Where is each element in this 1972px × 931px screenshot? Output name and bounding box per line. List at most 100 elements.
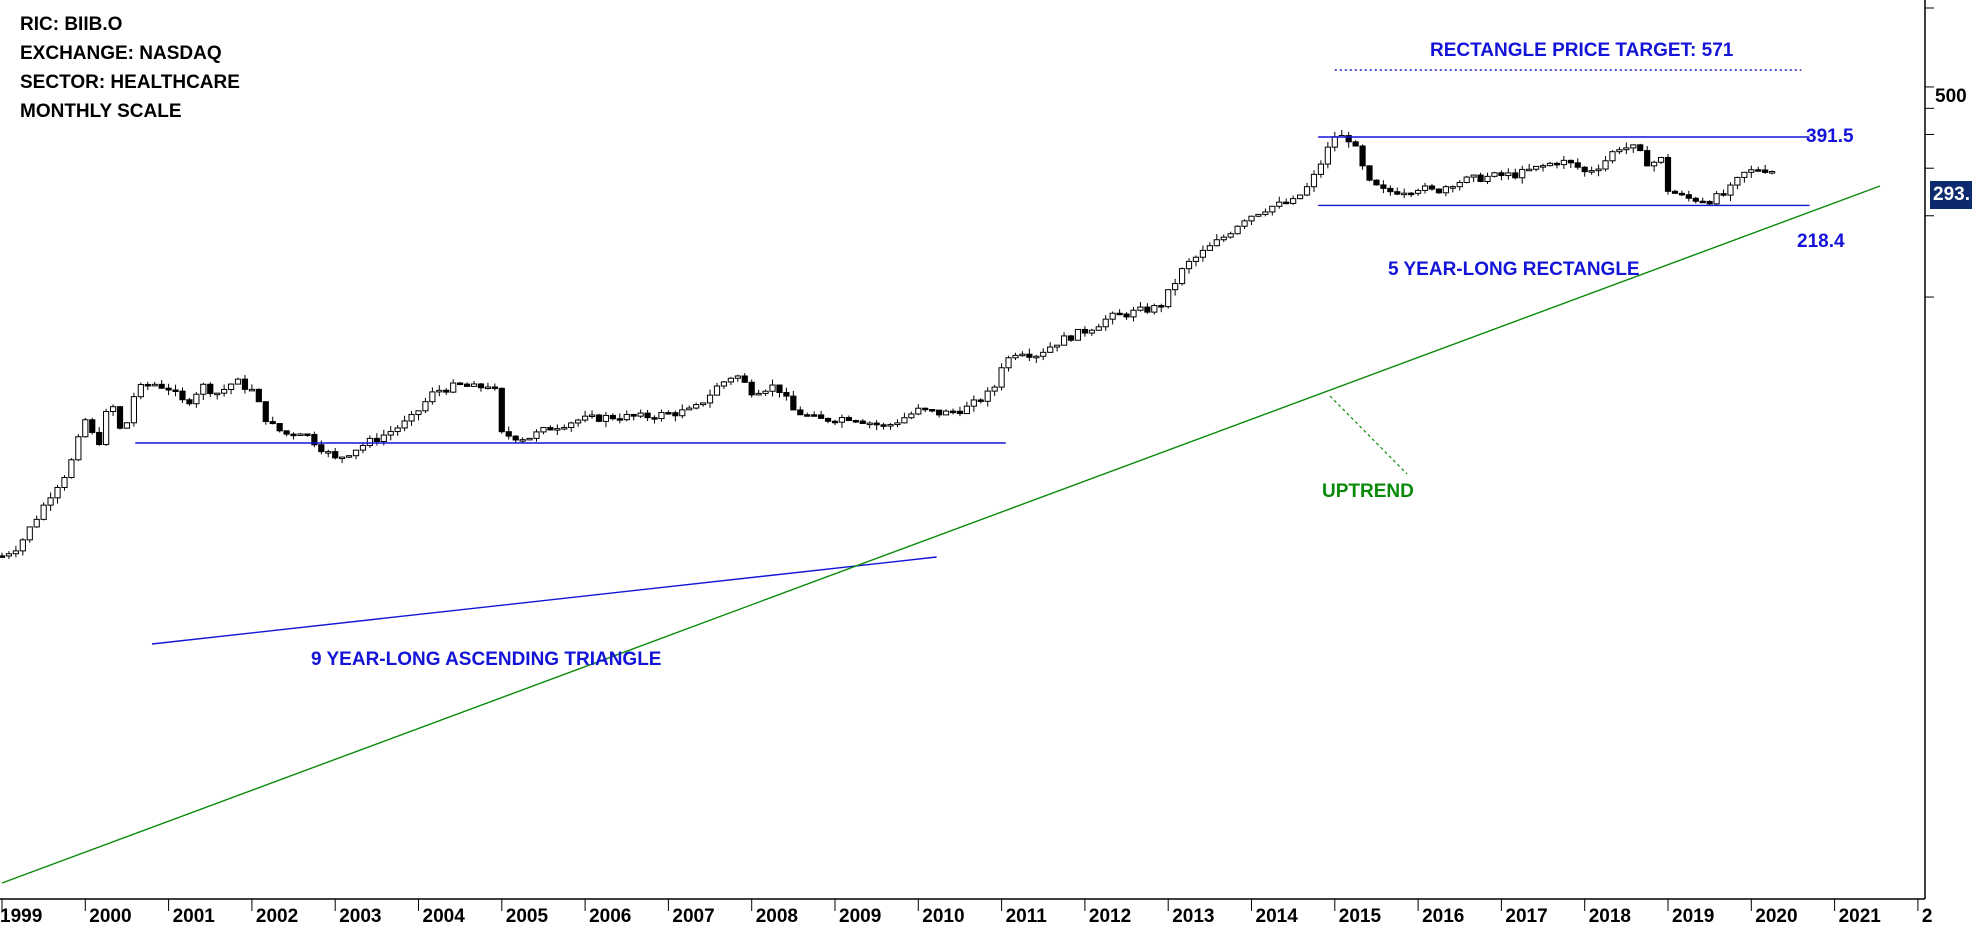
candle-body-down [811,414,818,417]
candle-body-down [144,383,151,387]
candle [1352,140,1359,147]
candle-body-up [1109,312,1116,320]
candle [144,381,151,391]
candle [741,373,748,383]
candle [665,410,672,415]
candle-body-down [665,412,672,415]
candle-body-down [1158,305,1165,308]
candle [47,492,54,511]
candle [1539,163,1547,172]
candle-body-up [942,410,950,416]
candle [1324,141,1331,169]
candle-body-up [588,414,596,418]
candle-body-up [1276,201,1283,207]
candle [1637,143,1644,152]
candle-body-up [1137,306,1144,311]
x-tick-label: 2014 [1255,906,1298,927]
candle-body-up [1262,211,1269,215]
candle-body-up [1165,289,1172,308]
candle-body-up [1449,186,1456,189]
candle [644,409,651,422]
support-level-label: 218.4 [1797,231,1845,252]
candle-body-up [1019,353,1026,357]
candle-body-down [1706,200,1713,205]
candle-body-up [1401,192,1408,196]
triangle-support-line [151,556,937,645]
candle-body-up [1526,168,1533,172]
x-tick-label: 2021 [1838,906,1881,927]
candle-body-up [1331,136,1338,148]
candle-body-down [880,424,887,427]
candle-body-down [1123,313,1130,318]
rectangle-pattern-label: 5 YEAR-LONG RECTANGLE [1388,259,1640,280]
candle-body-up [720,381,728,387]
candle [1651,160,1658,172]
candle-body-down [1435,188,1443,194]
candle [463,382,471,387]
candle [1533,165,1540,172]
candle-body-down [1755,169,1762,172]
candle-body-up [602,414,610,422]
candle [186,397,193,406]
uptrend-label: UPTREND [1322,481,1414,502]
candle [1338,129,1345,138]
candle-body-up [1470,174,1477,178]
candle [304,433,311,437]
candle-body-down [96,431,103,446]
candle [1366,165,1373,182]
candle-body-down [1581,166,1588,173]
candle [1713,191,1720,205]
candle-body-up [1602,160,1609,170]
candle [12,545,19,558]
candle [1748,165,1755,178]
candle-body-up [755,392,762,396]
candle-body-down [630,413,637,417]
candle-body-up [19,539,26,552]
candle [894,419,901,428]
candle-body-down [1574,162,1581,168]
candle-body-up [1047,346,1054,353]
candle-body-up [1421,185,1429,191]
candle-body-down [1664,156,1672,192]
x-tick-label: 2005 [505,906,549,927]
candle [852,419,859,424]
candle [193,391,200,408]
candle [533,429,540,442]
candle [630,413,637,421]
candle-body-down [491,386,498,389]
candle [214,392,221,400]
candle-body-down [290,433,297,437]
candle [651,415,658,424]
candle [26,526,33,543]
candle-body-up [75,436,82,461]
candle [901,412,908,424]
candle-body-up [1241,220,1248,227]
candle [1012,352,1019,361]
candle-body-down [512,435,519,441]
candle [824,417,832,424]
candle-body-down [1394,191,1401,195]
candle-body-down [1345,135,1352,143]
candle-body-down [116,406,124,429]
candle-body-up [1317,163,1325,175]
candle-body-down [186,399,193,405]
candle [339,456,346,464]
candle [61,475,68,491]
candle [1456,180,1463,191]
candle-body-up [123,422,131,429]
candle-body-down [1366,165,1373,181]
candle [75,434,82,462]
candle-body-up [1546,162,1554,167]
candle-body-up [540,427,547,433]
candle-body-down [804,414,811,417]
candle-body-down [1373,179,1380,186]
candle-body-up [422,401,429,412]
candle [783,387,790,401]
candle [477,382,485,392]
candle [706,389,714,408]
candle [1553,161,1561,169]
candle [1081,326,1089,337]
candle [561,424,568,431]
candle-body-down [165,387,172,391]
candle-body-down [332,451,339,459]
